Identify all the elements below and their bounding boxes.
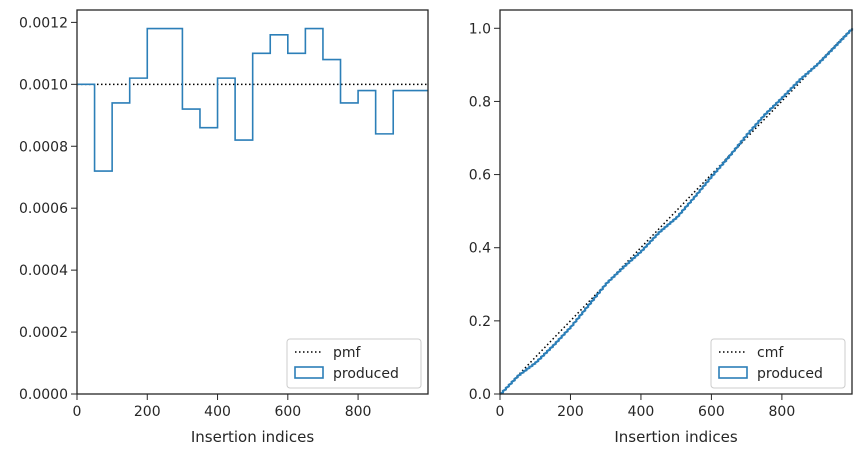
y-tick-label: 0.0002 (19, 325, 68, 341)
pmf-chart-panel: 0 200 400 600 800 0.0000 0.0002 0.0004 0.0006 0.0… (19, 9, 429, 446)
x-tick-label: 0 (496, 404, 505, 420)
x-tick-label: 800 (345, 404, 372, 420)
legend: pmf produced (286, 338, 422, 389)
x-tick-label: 800 (769, 404, 796, 420)
x-tick-label: 600 (274, 404, 301, 420)
y-tick-label: 0.6 (469, 168, 491, 184)
legend-produced-label: produced (333, 366, 399, 382)
y-tick-label: 1.0 (469, 21, 491, 37)
produced-cumulative-line (499, 28, 854, 395)
cmf-chart-panel: 0 200 400 600 800 0.0 0.2 0.4 0.6 0.8 1.0 Insertion… (469, 9, 854, 446)
y-tick-label: 0.0004 (19, 263, 68, 279)
x-axis-label: Insertion indices (191, 428, 314, 446)
x-tick-label: 200 (134, 404, 161, 420)
x-tick-label: 400 (628, 404, 655, 420)
produced-histogram-line (77, 27, 428, 172)
y-tick-label: 0.0006 (19, 201, 68, 217)
y-tick-label: 0.0012 (19, 15, 68, 31)
legend: cmf produced (710, 338, 846, 389)
y-tick-label: 0.0010 (19, 77, 68, 93)
legend-reference-label: cmf (757, 345, 784, 361)
x-axis-label: Insertion indices (614, 428, 737, 446)
x-tick-label: 600 (698, 404, 725, 420)
y-tick-label: 0.0 (469, 387, 491, 403)
legend-produced-swatch (718, 366, 748, 379)
x-tick-label: 0 (73, 404, 82, 420)
legend-reference-label: pmf (333, 345, 362, 361)
y-tick-label: 0.0000 (19, 387, 68, 403)
x-tick-label: 400 (204, 404, 231, 420)
y-tick-label: 0.2 (469, 314, 491, 330)
legend-produced-label: produced (757, 366, 823, 382)
plot-area-frame (499, 9, 853, 395)
plot-area-frame (76, 9, 429, 395)
reference-cmf-line (499, 27, 853, 395)
y-tick-label: 0.8 (469, 94, 491, 110)
legend-produced-swatch (294, 366, 324, 379)
x-tick-label: 200 (557, 404, 584, 420)
y-tick-label: 0.0008 (19, 139, 68, 155)
y-tick-label: 0.4 (469, 241, 491, 257)
